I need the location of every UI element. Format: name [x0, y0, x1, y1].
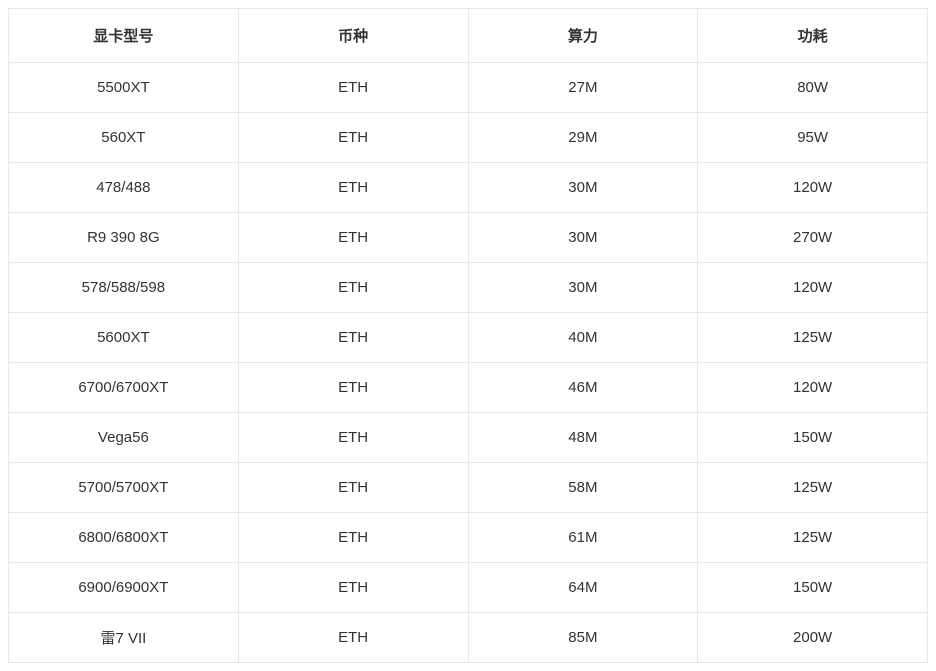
cell-hashrate: 85M: [468, 613, 698, 663]
col-header-power: 功耗: [698, 9, 928, 63]
cell-power: 120W: [698, 263, 928, 313]
col-header-hashrate: 算力: [468, 9, 698, 63]
cell-hashrate: 64M: [468, 563, 698, 613]
col-header-model: 显卡型号: [9, 9, 239, 63]
cell-model: 560XT: [9, 113, 239, 163]
cell-hashrate: 30M: [468, 163, 698, 213]
cell-model: Vega56: [9, 413, 239, 463]
table-row: 5600XT ETH 40M 125W: [9, 313, 928, 363]
cell-power: 125W: [698, 313, 928, 363]
cell-model: 6700/6700XT: [9, 363, 239, 413]
cell-hashrate: 48M: [468, 413, 698, 463]
table-row: 6900/6900XT ETH 64M 150W: [9, 563, 928, 613]
cell-coin: ETH: [238, 263, 468, 313]
header-row: 显卡型号 币种 算力 功耗: [9, 9, 928, 63]
cell-power: 200W: [698, 613, 928, 663]
cell-model: 5600XT: [9, 313, 239, 363]
table-row: 5700/5700XT ETH 58M 125W: [9, 463, 928, 513]
cell-coin: ETH: [238, 213, 468, 263]
table-row: 560XT ETH 29M 95W: [9, 113, 928, 163]
cell-coin: ETH: [238, 463, 468, 513]
table-row: 478/488 ETH 30M 120W: [9, 163, 928, 213]
cell-power: 125W: [698, 463, 928, 513]
table-header: 显卡型号 币种 算力 功耗: [9, 9, 928, 63]
cell-hashrate: 40M: [468, 313, 698, 363]
table-row: 雷7 VII ETH 85M 200W: [9, 613, 928, 663]
cell-model: 478/488: [9, 163, 239, 213]
gpu-hashrate-table: 显卡型号 币种 算力 功耗 5500XT ETH 27M 80W 560XT E…: [8, 8, 928, 663]
table-row: 5500XT ETH 27M 80W: [9, 63, 928, 113]
cell-power: 120W: [698, 163, 928, 213]
cell-hashrate: 61M: [468, 513, 698, 563]
cell-model: R9 390 8G: [9, 213, 239, 263]
cell-hashrate: 30M: [468, 213, 698, 263]
col-header-coin: 币种: [238, 9, 468, 63]
cell-model: 578/588/598: [9, 263, 239, 313]
cell-model: 5500XT: [9, 63, 239, 113]
cell-power: 95W: [698, 113, 928, 163]
cell-coin: ETH: [238, 563, 468, 613]
cell-power: 125W: [698, 513, 928, 563]
table-row: Vega56 ETH 48M 150W: [9, 413, 928, 463]
cell-coin: ETH: [238, 113, 468, 163]
cell-hashrate: 30M: [468, 263, 698, 313]
cell-power: 150W: [698, 563, 928, 613]
cell-model: 6900/6900XT: [9, 563, 239, 613]
cell-hashrate: 58M: [468, 463, 698, 513]
cell-hashrate: 27M: [468, 63, 698, 113]
cell-coin: ETH: [238, 63, 468, 113]
table-row: 578/588/598 ETH 30M 120W: [9, 263, 928, 313]
table-body: 5500XT ETH 27M 80W 560XT ETH 29M 95W 478…: [9, 63, 928, 663]
cell-hashrate: 46M: [468, 363, 698, 413]
cell-power: 150W: [698, 413, 928, 463]
table-row: 6800/6800XT ETH 61M 125W: [9, 513, 928, 563]
cell-hashrate: 29M: [468, 113, 698, 163]
cell-power: 120W: [698, 363, 928, 413]
cell-coin: ETH: [238, 163, 468, 213]
cell-model: 雷7 VII: [9, 613, 239, 663]
cell-coin: ETH: [238, 363, 468, 413]
cell-coin: ETH: [238, 313, 468, 363]
cell-model: 6800/6800XT: [9, 513, 239, 563]
cell-power: 80W: [698, 63, 928, 113]
table-row: 6700/6700XT ETH 46M 120W: [9, 363, 928, 413]
cell-power: 270W: [698, 213, 928, 263]
table-row: R9 390 8G ETH 30M 270W: [9, 213, 928, 263]
cell-model: 5700/5700XT: [9, 463, 239, 513]
cell-coin: ETH: [238, 613, 468, 663]
cell-coin: ETH: [238, 413, 468, 463]
cell-coin: ETH: [238, 513, 468, 563]
